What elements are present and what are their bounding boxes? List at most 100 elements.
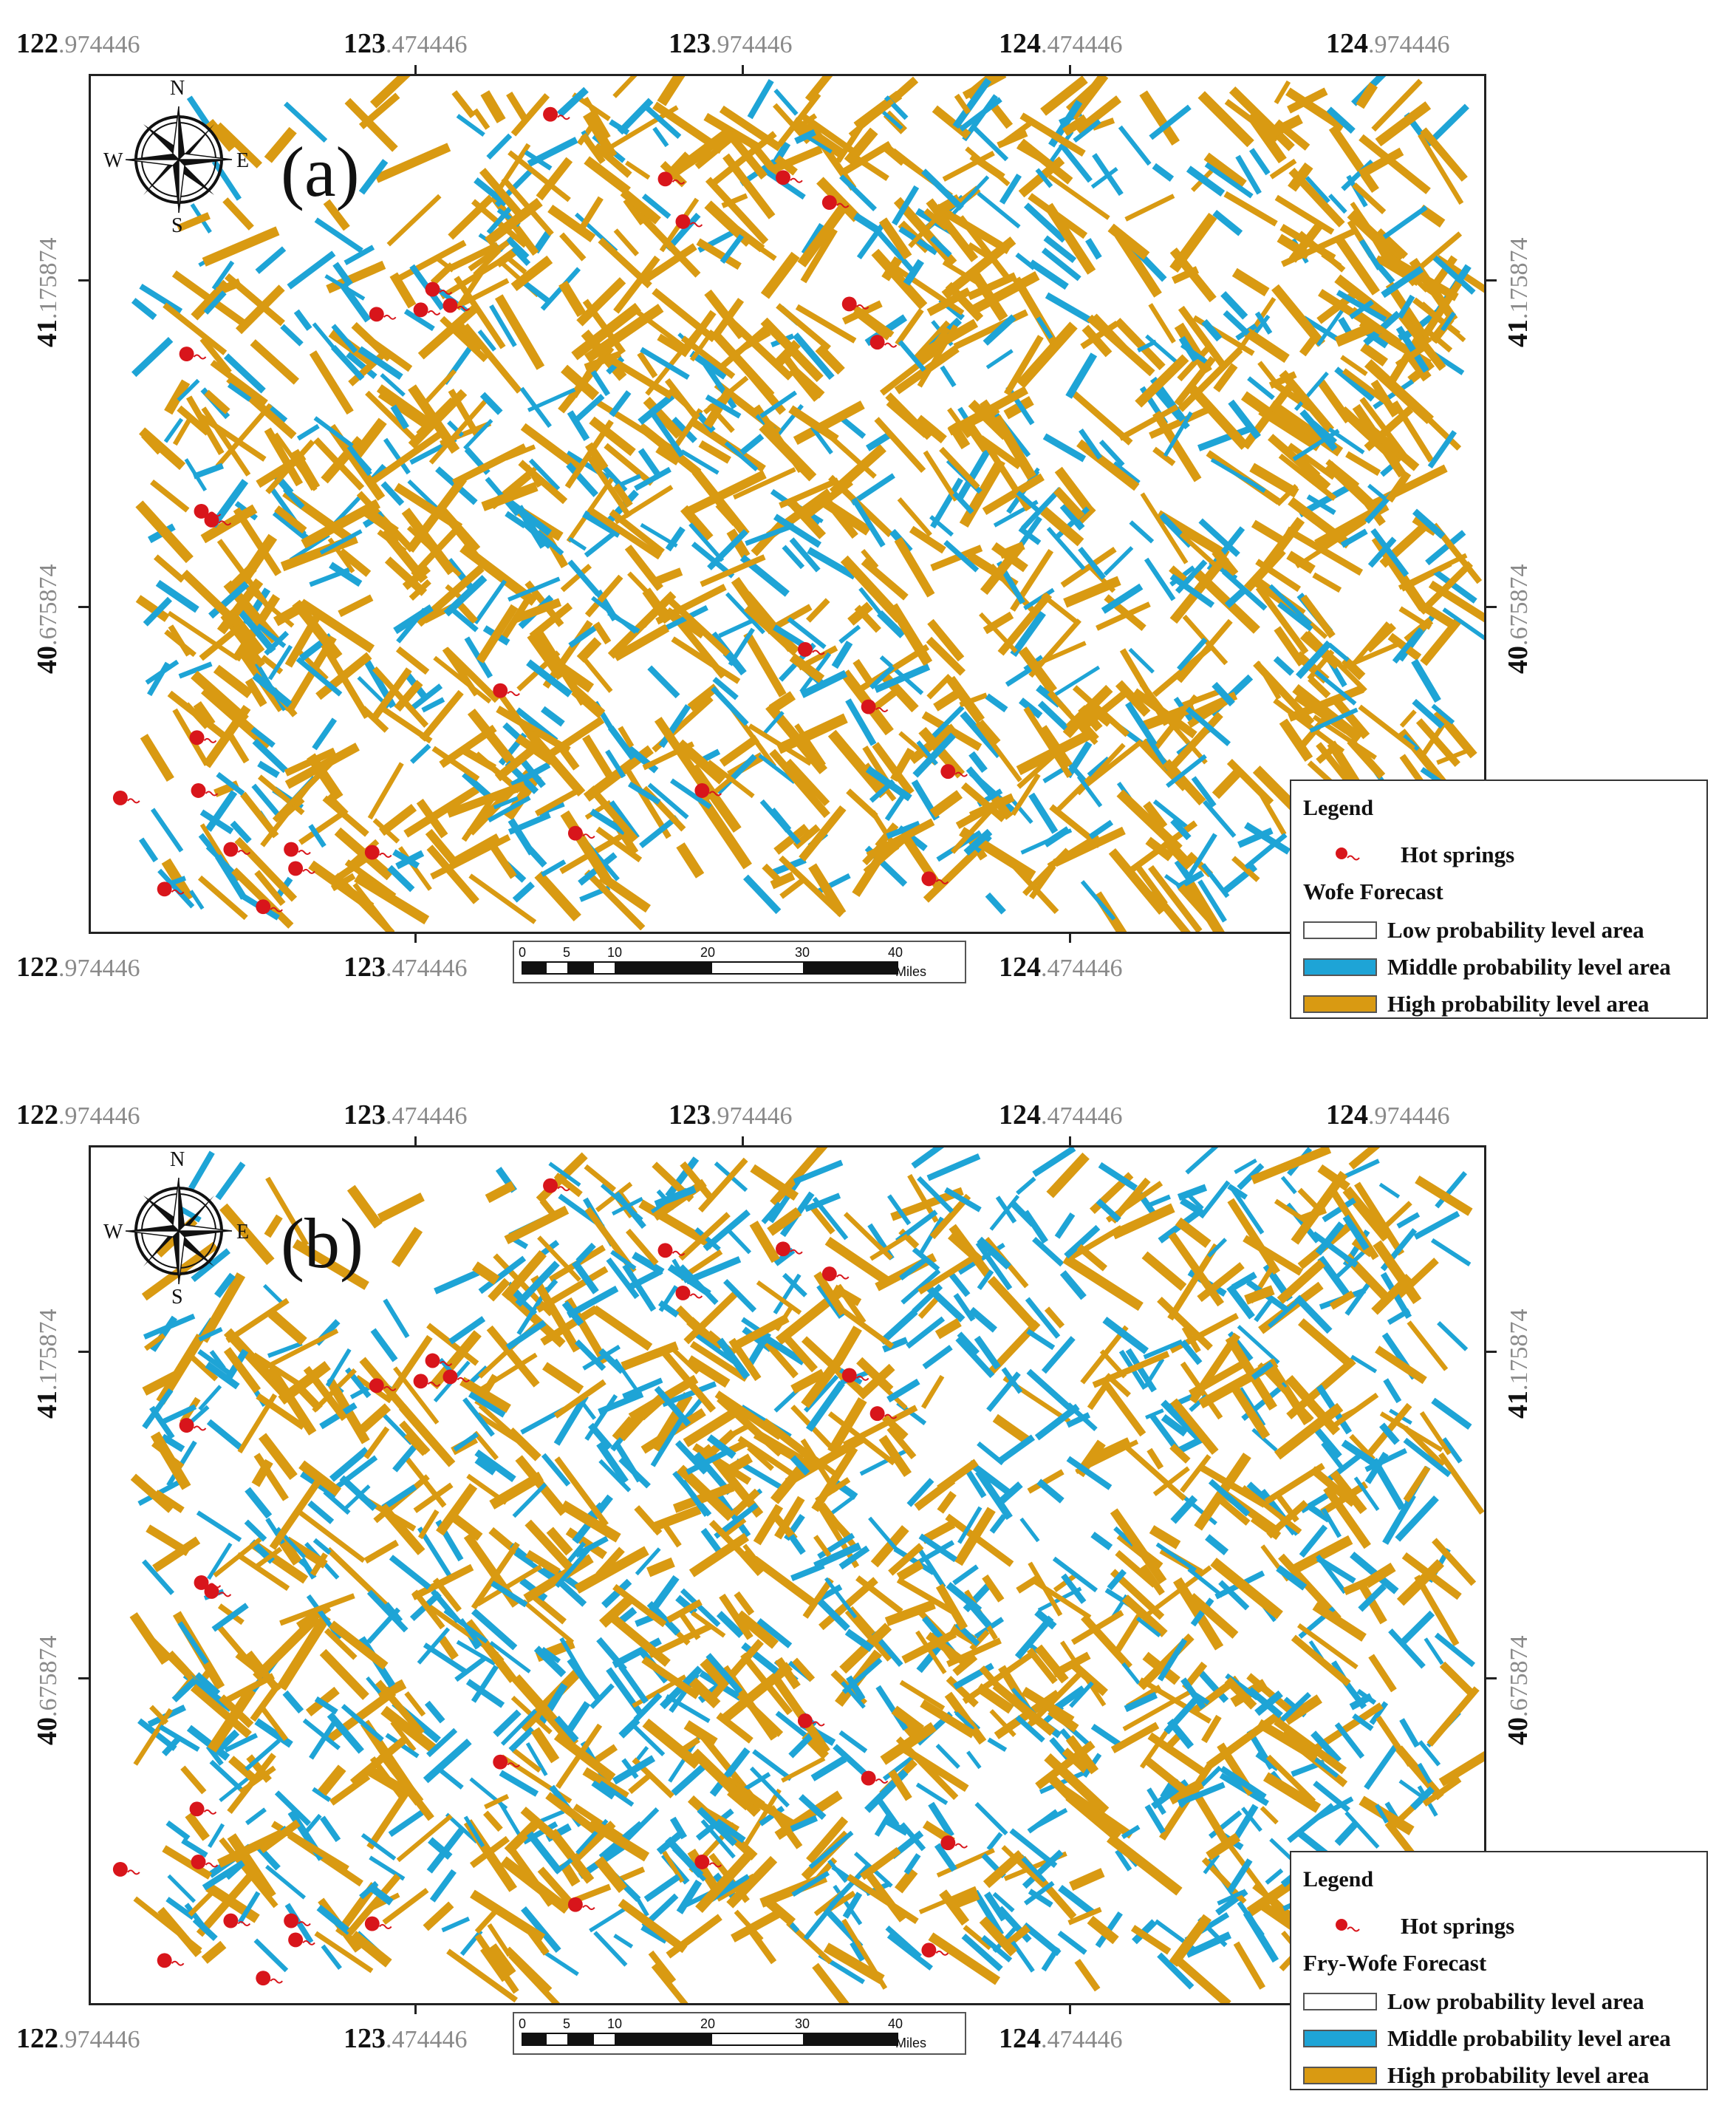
middle-probability-area (804, 1193, 841, 1212)
hot-spring-marker (284, 842, 299, 857)
hot-spring-wave-icon (457, 1377, 471, 1382)
middle-probability-area (1223, 310, 1250, 336)
high-probability-area (749, 142, 781, 178)
high-probability-area (968, 267, 1008, 321)
middle-probability-area (508, 812, 551, 835)
high-probability-area (197, 875, 248, 921)
high-probability-area (598, 873, 651, 913)
high-probability-area (612, 483, 633, 508)
hot-spring-wave-icon (302, 1940, 315, 1945)
middle-probability-area (1045, 292, 1093, 324)
high-probability-area (1296, 1623, 1359, 1670)
high-probability-area (618, 726, 635, 748)
high-probability-area (1288, 443, 1336, 480)
high-probability-area (1182, 1661, 1208, 1691)
hot-spring-marker (841, 1368, 857, 1383)
hot-spring-wave-icon (205, 791, 219, 797)
middle-probability-area (339, 282, 372, 323)
high-probability-area (800, 113, 861, 158)
high-probability-area (216, 539, 273, 612)
middle-probability-area (1023, 202, 1067, 243)
middle-probability-area (1155, 1542, 1197, 1572)
high-probability-area (558, 1860, 581, 1887)
high-probability-area (871, 248, 928, 310)
middle-probability-area (1322, 1197, 1356, 1223)
high-probability-area (1178, 347, 1243, 412)
high-probability-area (494, 743, 539, 782)
middle-probability-area (158, 1724, 200, 1752)
hot-spring-wave-icon (298, 850, 311, 856)
middle-probability-area (437, 1766, 464, 1790)
high-probability-area (583, 111, 618, 160)
axis-tick (1486, 1351, 1497, 1353)
middle-probability-area (429, 1869, 457, 1903)
middle-probability-area (974, 1335, 1001, 1370)
middle-probability-area (943, 539, 980, 573)
hot-spring-wave-icon (954, 771, 968, 777)
high-probability-area (467, 708, 518, 768)
high-probability-area (479, 168, 527, 222)
high-probability-area (530, 1727, 560, 1764)
high-probability-area (1169, 1443, 1191, 1464)
middle-probability-area (970, 123, 1009, 162)
high-probability-area (923, 848, 980, 903)
high-probability-area (201, 1940, 227, 1964)
middle-probability-area (1163, 411, 1193, 457)
high-probability-area (235, 284, 285, 335)
high-probability-area (512, 1748, 542, 1773)
middle-probability-area (479, 392, 503, 415)
high-probability-area (779, 855, 844, 918)
middle-probability-area (1367, 536, 1397, 568)
hot-spring-marker (493, 1754, 508, 1770)
middle-probability-area (321, 1944, 342, 1971)
high-probability-area (505, 444, 536, 461)
lon-bottom-label: 122.974446 (16, 2023, 140, 2054)
middle-probability-area (953, 1292, 976, 1322)
middle-probability-area (865, 430, 895, 451)
hot-spring-marker (841, 296, 857, 312)
middle-probability-area (1237, 827, 1274, 848)
high-probability-area (347, 417, 387, 465)
middle-probability-area (567, 410, 590, 441)
hot-spring-wave-icon (218, 520, 232, 526)
middle-probability-area (369, 1855, 406, 1881)
middle-probability-area (1287, 1803, 1335, 1843)
high-probability-area (628, 1771, 654, 1794)
lat-left-label: 41.175874 (32, 1309, 63, 1419)
middle-probability-area (541, 1646, 561, 1664)
high-probability-area (1308, 675, 1331, 699)
high-probability-area (797, 205, 847, 267)
high-probability-area (560, 1500, 621, 1543)
middle-probability-area (1198, 518, 1240, 557)
middle-probability-area (1364, 1741, 1401, 1790)
middle-probability-area (491, 1580, 528, 1608)
high-probability-area (768, 691, 796, 714)
high-probability-area (886, 1425, 917, 1460)
high-probability-area (1438, 1750, 1484, 1787)
middle-probability-area (280, 324, 304, 347)
middle-probability-area (621, 1807, 660, 1845)
high-probability-area (1424, 604, 1460, 631)
hot-spring-marker (288, 1932, 304, 1948)
high-probability-area (764, 1340, 799, 1379)
high-probability-area (1419, 723, 1445, 760)
hot-spring-wave-icon (582, 833, 595, 839)
middle-probability-area (541, 859, 567, 877)
high-probability-area (1364, 464, 1448, 511)
middle-probability-area (316, 1904, 352, 1935)
middle-probability-area (1228, 399, 1261, 440)
high-probability-area (1407, 1320, 1449, 1371)
high-probability-area (942, 151, 995, 182)
middle-probability-area (360, 1832, 397, 1861)
hot-spring-marker (223, 1913, 239, 1928)
middle-probability-area (302, 1718, 341, 1750)
map-legend: Legend Hot springs Fry-Wofe Forecast Low… (1290, 1851, 1708, 2090)
high-probability-area (896, 1577, 958, 1617)
high-probability-area (579, 653, 613, 693)
hot-spring-wave-icon (270, 1978, 283, 1984)
lat-right-label: 41.175874 (1503, 1309, 1534, 1419)
middle-probability-area (640, 347, 690, 381)
middle-probability-area (610, 1249, 637, 1271)
middle-probability-area (739, 434, 765, 456)
compass-south: S (171, 1286, 183, 1309)
